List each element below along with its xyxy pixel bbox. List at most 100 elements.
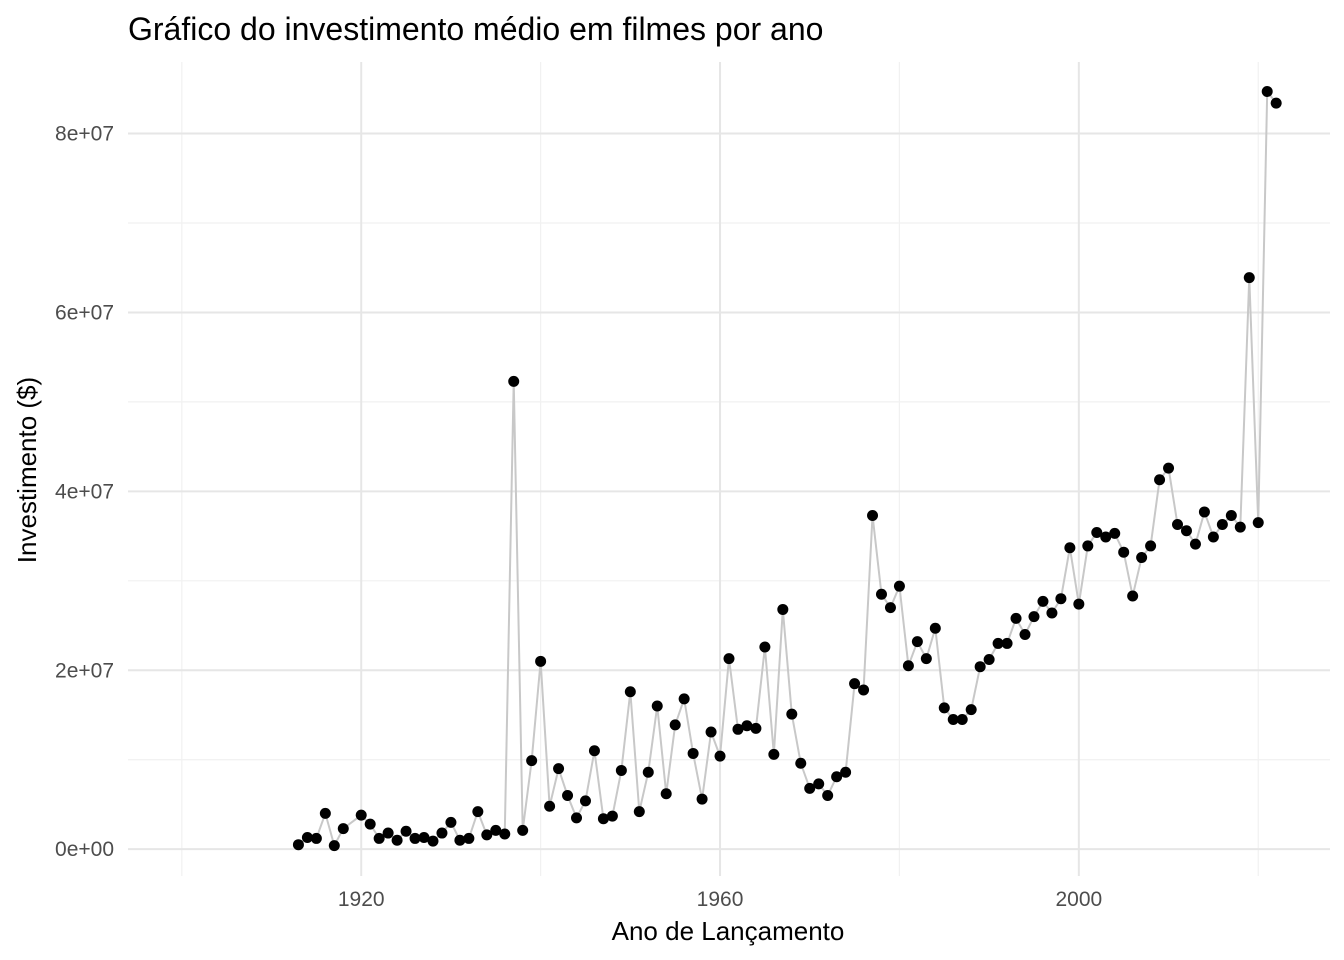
data-point [409,832,421,844]
data-point [759,641,771,653]
x-tick-label: 2000 [1055,888,1102,911]
data-point [1118,546,1130,558]
y-tick-label: 4e+07 [55,480,114,503]
data-point [1198,506,1210,518]
y-tick-label: 6e+07 [55,301,114,324]
data-point [427,835,439,847]
data-point [1243,272,1255,284]
data-point [355,809,367,821]
data-point [1252,517,1264,529]
data-point [938,702,950,714]
data-point [974,661,986,673]
data-point [1163,462,1175,474]
data-point [1091,527,1103,539]
data-point [795,757,807,769]
data-point [875,588,887,600]
data-point [920,653,932,665]
data-point [696,793,708,805]
data-point [553,763,565,775]
axis-ticks: 0e+00 2e+07 4e+07 6e+07 8e+07 1920 1960 2000 [55,123,1102,911]
data-point [786,708,798,720]
data-point [1136,552,1148,564]
data-point [526,755,538,767]
data-point [319,807,331,819]
data-point [1100,531,1112,543]
data-point [1010,612,1022,624]
y-axis-title: Investimento ($) [12,377,42,563]
data-point [292,839,304,851]
data-point [418,832,430,844]
data-point [1145,540,1157,552]
data-point [544,800,556,812]
data-point [499,828,511,840]
data-point [687,747,699,759]
data-point [1225,510,1237,522]
data-point [436,827,448,839]
data-point [463,832,475,844]
data-point [615,764,627,776]
data-point [606,810,618,822]
data-point [732,723,744,735]
data-point [822,789,834,801]
data-point [947,713,959,725]
data-point [472,806,484,818]
data-point [1270,97,1282,109]
data-point [364,818,376,830]
data-point [1180,525,1192,537]
data-point [831,771,843,783]
data-point [965,704,977,716]
data-point [1019,628,1031,640]
data-point [1261,86,1273,98]
data-point [328,840,340,852]
data-point [1055,593,1067,605]
data-point [454,834,466,846]
data-point [490,824,502,836]
data-point [750,722,762,734]
data-point [445,816,457,828]
data-point [1064,542,1076,554]
data-point [705,726,717,738]
data-point [1154,474,1166,486]
data-point [813,778,825,790]
data-point [840,766,852,778]
data-point [660,788,672,800]
data-point [929,622,941,634]
y-tick-label: 0e+00 [55,838,114,861]
data-point [884,602,896,614]
data-point [768,748,780,760]
data-point [579,795,591,807]
data-point [849,678,861,690]
x-tick-label: 1920 [338,888,385,911]
data-point [741,720,753,732]
data-point [1001,637,1013,649]
data-point [508,375,520,387]
data-point [373,832,385,844]
y-tick-label: 2e+07 [55,659,114,682]
data-point [642,766,654,778]
data-point [301,832,313,844]
data-point [1073,598,1085,610]
data-point [1082,540,1094,552]
data-point [1172,518,1184,530]
y-tick-label: 8e+07 [55,123,114,146]
data-point [902,660,914,672]
x-axis-title: Ano de Lançamento [612,916,845,946]
data-point [391,834,403,846]
data-point [597,813,609,825]
data-point [1189,538,1201,550]
data-point [1207,531,1219,543]
data-point [678,693,690,705]
data-point [651,700,663,712]
data-point [633,806,645,818]
data-point [1109,527,1121,539]
data-point [777,603,789,615]
data-point [400,825,412,837]
chart-title: Gráfico do investimento médio em filmes … [128,11,823,47]
x-tick-label: 1960 [697,888,744,911]
data-point [956,713,968,725]
data-point [562,789,574,801]
data-point [337,823,349,835]
series-line [297,88,1277,849]
data-point [1046,607,1058,619]
